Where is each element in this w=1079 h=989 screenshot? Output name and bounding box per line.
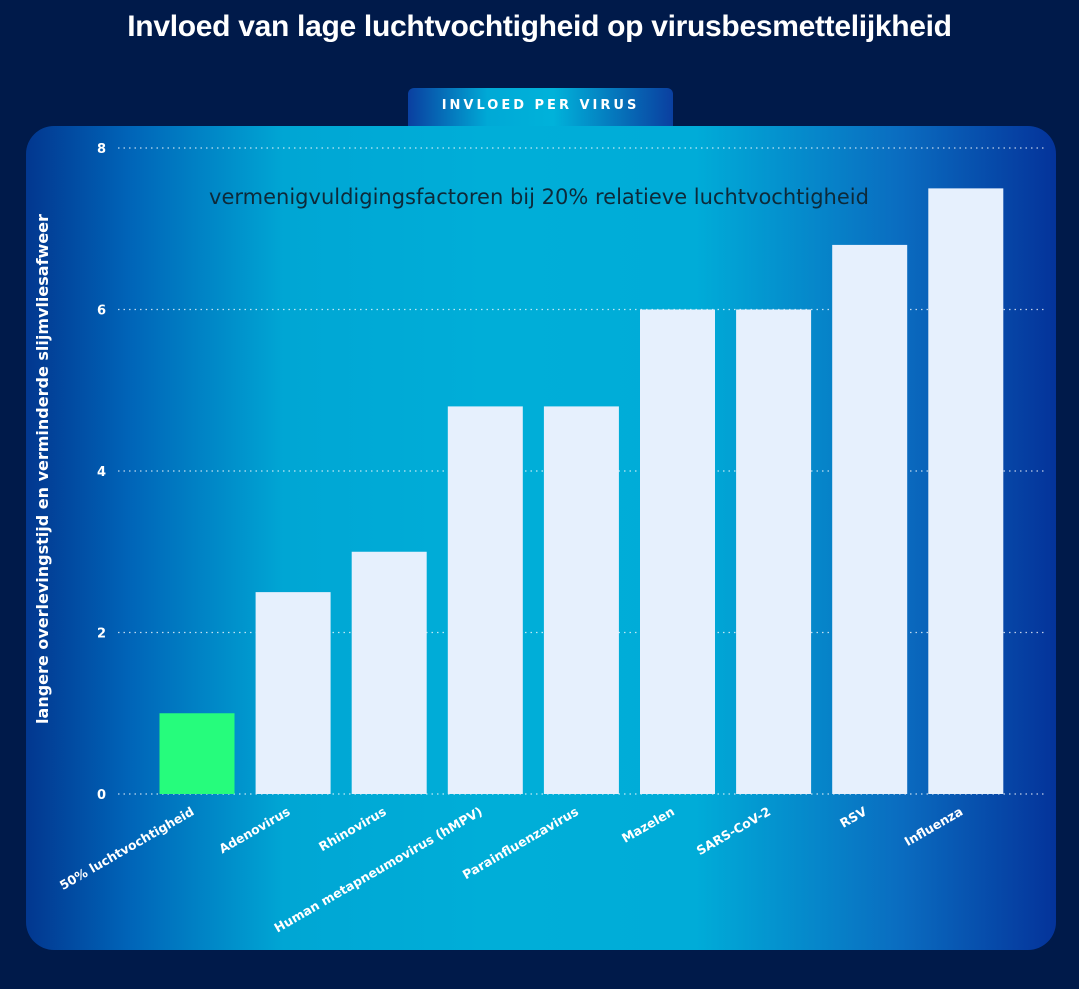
x-tick-label: Adenovirus [216,804,292,857]
y-tick-label: 4 [97,465,106,480]
bar-4 [447,406,523,794]
bar-1 [159,713,235,794]
x-tick-label: SARS-CoV-2 [694,804,773,858]
y-axis-ticks: 0 2 4 6 8 [97,142,106,803]
x-tick-label: Influenza [902,804,966,849]
bar-8 [832,244,908,794]
chart-annotation: vermenigvuldigingsfactoren bij 20% relat… [209,185,869,209]
y-axis-label: langere overlevingstijd en verminderde s… [33,214,52,724]
x-tick-label: Human metapneumovirus (hMPV) [271,804,484,936]
bar-5 [543,406,619,794]
bars [159,188,1004,794]
x-tick-label: 50% luchtvochtigheid [57,804,197,893]
x-tick-label: Rhinovirus [316,804,389,855]
y-tick-label: 2 [97,627,106,642]
bar-3 [351,551,427,794]
x-tick-label: Mazelen [619,804,677,846]
page-title: Invloed van lage luchtvochtigheid op vir… [127,10,952,43]
bar-9 [928,188,1004,794]
bar-7 [736,309,812,794]
bar-6 [640,309,715,794]
y-tick-label: 8 [97,142,106,157]
x-axis-labels: 50% luchtvochtigheid Adenovirus Rhinovirus… [57,803,965,935]
bar-2 [255,592,331,794]
y-tick-label: 0 [97,788,106,803]
x-tick-label: RSV [837,803,869,830]
y-tick-label: 6 [97,304,106,319]
tab-invloed-per-virus[interactable]: INVLOED PER VIRUS [408,88,673,126]
